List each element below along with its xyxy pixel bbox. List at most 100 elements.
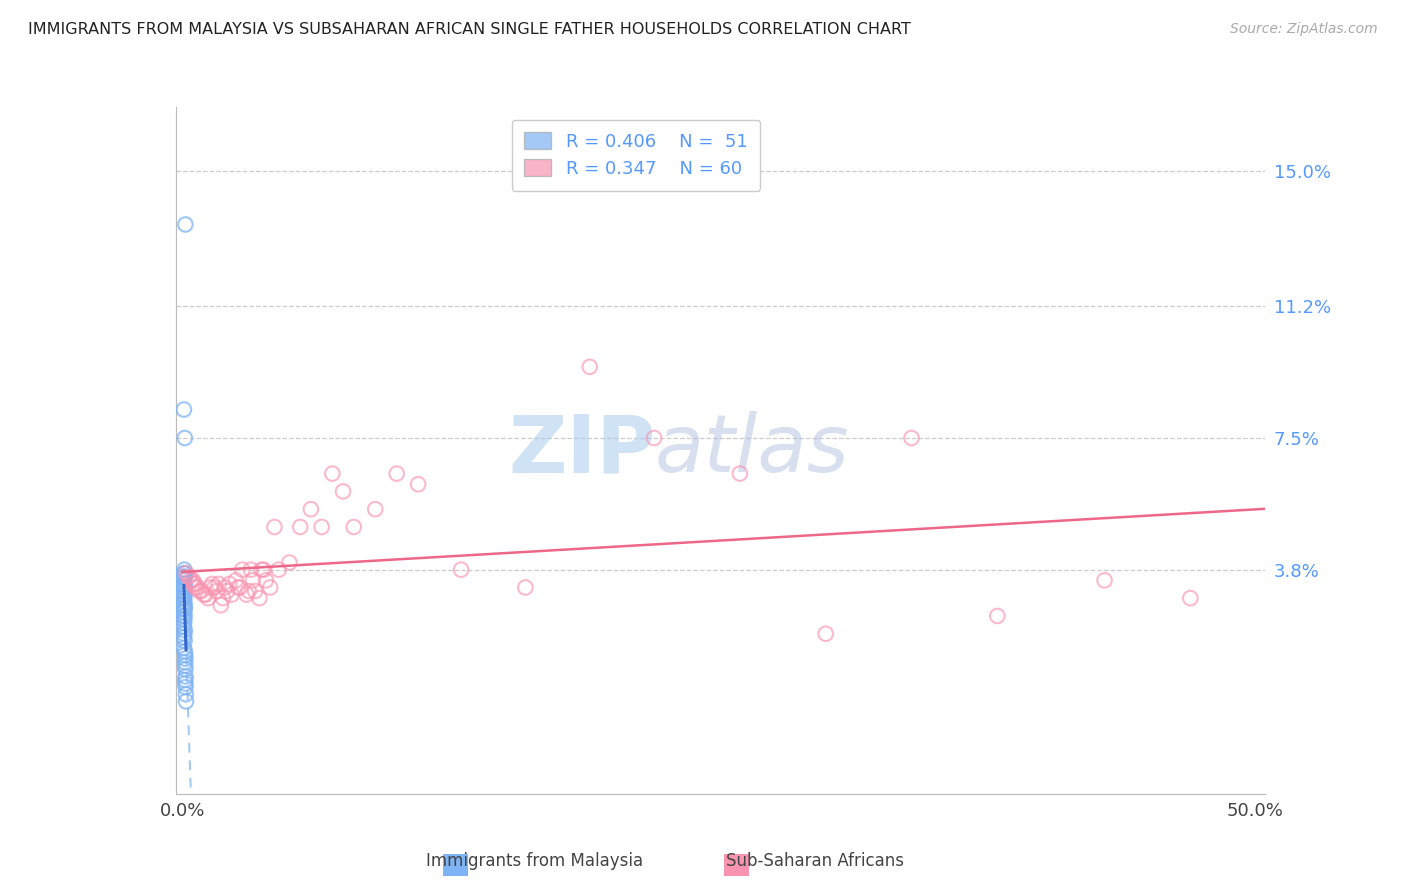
Point bbox=[239, 563, 262, 577]
Point bbox=[205, 584, 228, 599]
Point bbox=[1180, 591, 1202, 606]
Point bbox=[201, 577, 224, 591]
Point bbox=[343, 520, 366, 534]
Point bbox=[174, 694, 197, 708]
Point bbox=[173, 602, 195, 616]
Point bbox=[198, 581, 221, 595]
Point bbox=[174, 644, 197, 658]
Point bbox=[173, 566, 195, 581]
Point bbox=[450, 563, 472, 577]
Point bbox=[173, 588, 195, 602]
Point bbox=[174, 655, 197, 669]
Point bbox=[174, 673, 197, 687]
Point bbox=[217, 584, 239, 599]
Point bbox=[177, 570, 200, 584]
Point bbox=[406, 477, 429, 491]
Point bbox=[193, 588, 215, 602]
Point bbox=[267, 563, 290, 577]
Point bbox=[174, 676, 197, 690]
Point bbox=[515, 581, 537, 595]
Point bbox=[173, 599, 195, 613]
Point bbox=[212, 591, 235, 606]
Point bbox=[986, 609, 1008, 624]
Point bbox=[174, 218, 197, 232]
Point bbox=[173, 588, 195, 602]
Point bbox=[174, 662, 197, 676]
Point bbox=[173, 402, 195, 417]
Point bbox=[173, 633, 195, 648]
Point bbox=[173, 609, 195, 624]
Point bbox=[238, 584, 260, 599]
Point bbox=[231, 563, 253, 577]
Point bbox=[173, 609, 195, 624]
Point bbox=[578, 359, 600, 374]
Point bbox=[173, 606, 195, 620]
Point bbox=[174, 651, 197, 665]
Text: IMMIGRANTS FROM MALAYSIA VS SUBSAHARAN AFRICAN SINGLE FATHER HOUSEHOLDS CORRELAT: IMMIGRANTS FROM MALAYSIA VS SUBSAHARAN A… bbox=[28, 22, 911, 37]
Point bbox=[214, 581, 236, 595]
Point bbox=[173, 623, 195, 637]
Point bbox=[186, 581, 208, 595]
Point bbox=[209, 599, 232, 613]
Point bbox=[643, 431, 665, 445]
Point bbox=[173, 602, 195, 616]
Point bbox=[181, 577, 204, 591]
Point bbox=[235, 588, 257, 602]
Point bbox=[173, 566, 195, 581]
Point bbox=[197, 591, 219, 606]
Point bbox=[188, 584, 211, 599]
Point bbox=[181, 574, 204, 588]
Text: Immigrants from Malaysia: Immigrants from Malaysia bbox=[426, 852, 643, 870]
Point bbox=[253, 563, 276, 577]
Point bbox=[173, 613, 195, 627]
Point bbox=[173, 591, 195, 606]
Point bbox=[728, 467, 751, 481]
Point bbox=[321, 467, 343, 481]
Point bbox=[194, 588, 217, 602]
Text: Sub-Saharan Africans: Sub-Saharan Africans bbox=[727, 852, 904, 870]
Point bbox=[184, 581, 207, 595]
Point bbox=[173, 563, 195, 577]
Point bbox=[263, 520, 285, 534]
Point bbox=[900, 431, 922, 445]
Point bbox=[173, 574, 195, 588]
Point bbox=[243, 584, 266, 599]
Point bbox=[202, 581, 225, 595]
Point bbox=[174, 658, 197, 673]
Point bbox=[173, 595, 195, 609]
Point bbox=[311, 520, 333, 534]
Point bbox=[299, 502, 322, 516]
Point bbox=[173, 591, 195, 606]
Point bbox=[173, 640, 195, 655]
Point bbox=[1094, 574, 1116, 588]
Point bbox=[173, 581, 195, 595]
Point bbox=[173, 577, 195, 591]
Point bbox=[332, 484, 354, 499]
Point bbox=[174, 687, 197, 701]
Point bbox=[184, 577, 207, 591]
Point bbox=[173, 615, 195, 630]
Point bbox=[173, 602, 195, 616]
Point bbox=[242, 574, 264, 588]
Text: ZIP: ZIP bbox=[508, 411, 655, 490]
Point bbox=[174, 680, 197, 694]
Text: Source: ZipAtlas.com: Source: ZipAtlas.com bbox=[1230, 22, 1378, 37]
Point bbox=[173, 577, 195, 591]
Point bbox=[173, 431, 195, 445]
Point bbox=[174, 648, 197, 662]
Point bbox=[173, 584, 195, 599]
Point bbox=[190, 584, 212, 599]
Point bbox=[218, 577, 240, 591]
Point bbox=[173, 570, 195, 584]
Point bbox=[225, 574, 247, 588]
Point bbox=[364, 502, 387, 516]
Point bbox=[173, 581, 195, 595]
Point bbox=[173, 584, 195, 599]
Point bbox=[173, 591, 195, 606]
Point bbox=[247, 591, 270, 606]
Y-axis label: Single Father Households: Single Father Households bbox=[0, 345, 8, 556]
Point bbox=[174, 570, 197, 584]
Point bbox=[385, 467, 408, 481]
Point bbox=[173, 581, 195, 595]
Point bbox=[259, 581, 281, 595]
